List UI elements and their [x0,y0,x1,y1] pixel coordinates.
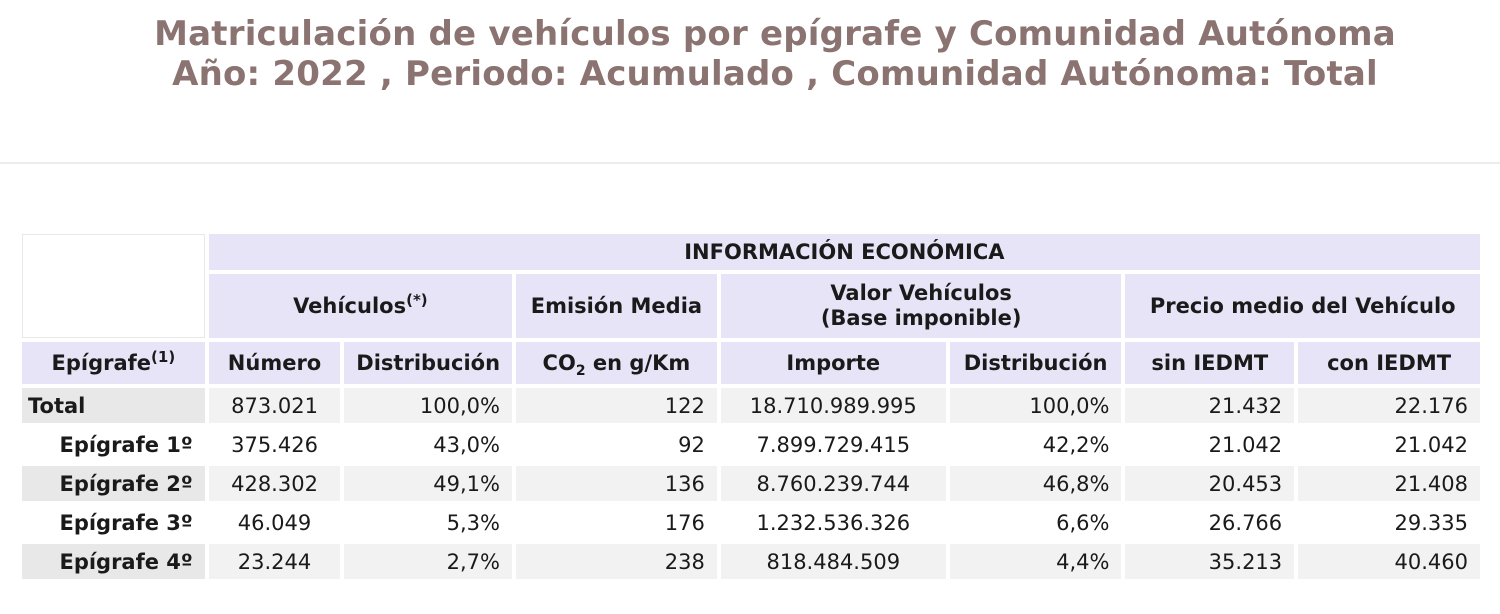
cell-numero: 46.049 [208,505,341,540]
col-header-sin-iedmt: sin IEDMT [1125,342,1295,384]
subgroup-vehiculos: Vehículos(*) [208,274,512,338]
subgroup-valor-line2: (Base imponible) [820,306,1022,330]
co2-prefix: CO [542,351,576,375]
title-divider [0,162,1500,164]
cell-distribucion-1: 49,1% [344,466,512,501]
co2-suffix: en g/Km [585,351,691,375]
cell-co2: 92 [515,427,717,462]
cell-importe: 7.899.729.415 [720,427,946,462]
row-label: Epígrafe 3º [22,505,205,540]
cell-co2: 136 [515,466,717,501]
cell-distribucion-2: 100,0% [949,388,1122,423]
cell-distribucion-2: 4,4% [949,544,1122,579]
col-header-numero: Número [208,342,341,384]
row-label: Epígrafe 4º [22,544,205,579]
col-header-co2: CO2 en g/Km [515,342,717,384]
cell-sin-iedmt: 26.766 [1125,505,1295,540]
cell-distribucion-1: 43,0% [344,427,512,462]
cell-importe: 1.232.536.326 [720,505,946,540]
table-row: Epígrafe 4º 23.244 2,7% 238 818.484.509 … [22,544,1480,579]
subgroup-vehiculos-label: Vehículos [293,294,407,318]
title-line-2: Año: 2022 , Periodo: Acumulado , Comunid… [172,54,1378,94]
page-title: Matriculación de vehículos por epígrafe … [0,14,1500,94]
cell-sin-iedmt: 35.213 [1125,544,1295,579]
cell-numero: 873.021 [208,388,341,423]
row-label: Epígrafe 2º [22,466,205,501]
cell-co2: 238 [515,544,717,579]
row-label: Epígrafe 1º [22,427,205,462]
table-row: Total 873.021 100,0% 122 18.710.989.995 … [22,388,1480,423]
subgroup-valor: Valor Vehículos (Base imponible) [720,274,1122,338]
cell-numero: 375.426 [208,427,341,462]
subgroup-valor-line1: Valor Vehículos [830,281,1012,305]
cell-numero: 23.244 [208,544,341,579]
table-row: Epígrafe 2º 428.302 49,1% 136 8.760.239.… [22,466,1480,501]
cell-distribucion-2: 42,2% [949,427,1122,462]
cell-con-iedmt: 22.176 [1298,388,1480,423]
title-line-1: Matriculación de vehículos por epígrafe … [154,14,1396,54]
cell-co2: 122 [515,388,717,423]
cell-distribucion-1: 2,7% [344,544,512,579]
cell-sin-iedmt: 21.042 [1125,427,1295,462]
cell-distribucion-1: 5,3% [344,505,512,540]
col-header-con-iedmt: con IEDMT [1298,342,1480,384]
cell-con-iedmt: 29.335 [1298,505,1480,540]
subgroup-precio: Precio medio del Vehículo [1125,274,1480,338]
table-row: Epígrafe 1º 375.426 43,0% 92 7.899.729.4… [22,427,1480,462]
cell-sin-iedmt: 20.453 [1125,466,1295,501]
cell-numero: 428.302 [208,466,341,501]
cell-distribucion-2: 6,6% [949,505,1122,540]
row-label: Total [22,388,205,423]
cell-importe: 18.710.989.995 [720,388,946,423]
cell-distribucion-2: 46,8% [949,466,1122,501]
cell-con-iedmt: 40.460 [1298,544,1480,579]
vehiculos-footnote-mark: (*) [406,291,428,309]
cell-distribucion-1: 100,0% [344,388,512,423]
cell-con-iedmt: 21.042 [1298,427,1480,462]
cell-importe: 818.484.509 [720,544,946,579]
col-header-distribucion-2: Distribución [949,342,1122,384]
cell-co2: 176 [515,505,717,540]
epigrafe-footnote-mark: (1) [151,348,176,366]
cell-sin-iedmt: 21.432 [1125,388,1295,423]
registrations-table: INFORMACIÓN ECONÓMICA Vehículos(*) Emisi… [18,230,1484,583]
cell-con-iedmt: 21.408 [1298,466,1480,501]
co2-subscript: 2 [575,363,586,379]
col-header-importe: Importe [720,342,946,384]
table-row: Epígrafe 3º 46.049 5,3% 176 1.232.536.32… [22,505,1480,540]
col-header-epigrafe: Epígrafe(1) [22,342,205,384]
group-header-economic: INFORMACIÓN ECONÓMICA [208,234,1480,270]
table-corner [22,234,205,338]
cell-importe: 8.760.239.744 [720,466,946,501]
subgroup-emision: Emisión Media [515,274,717,338]
col-header-distribucion-1: Distribución [344,342,512,384]
col-epigrafe-label: Epígrafe [51,351,152,375]
